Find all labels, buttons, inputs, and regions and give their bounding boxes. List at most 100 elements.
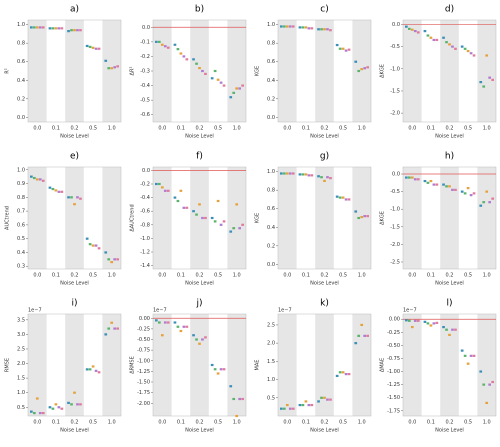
y-tick-label: 1.0 <box>17 390 25 396</box>
x-tick-label: 0.5 <box>339 126 347 132</box>
band-shade <box>477 314 496 416</box>
x-tick-label: 0.2 <box>196 420 204 426</box>
band-shade <box>440 167 459 269</box>
y-axis-label: AUCtrend <box>5 206 11 230</box>
y-tick-label: -0.5 <box>140 98 150 104</box>
y-tick-label: 0.9 <box>17 181 25 187</box>
x-tick-label: 0.2 <box>446 126 454 132</box>
x-tick-label: 0.1 <box>177 420 185 426</box>
y-tick-label: 3.0 <box>17 332 25 338</box>
band-shade <box>190 20 209 122</box>
y-tick-label: -0.6 <box>140 112 150 118</box>
band-shade <box>477 167 496 269</box>
x-tick-label: 0.2 <box>446 273 454 279</box>
panel-label: k) <box>320 299 329 309</box>
y-tick-label: 0.00 <box>139 316 150 322</box>
x-axis-label: Noise Level <box>60 281 89 287</box>
y-tick-label: 0.2 <box>267 96 275 102</box>
x-tick-label: 0.1 <box>427 126 435 132</box>
x-tick-label: 0.0 <box>158 420 166 426</box>
y-tick-label: -0.1 <box>140 39 150 45</box>
y-tick-label: -2.0 <box>390 111 400 117</box>
y-axis-label: KGE <box>255 213 261 223</box>
y-tick-label: -1.2 <box>140 250 150 256</box>
band-shade <box>102 314 121 416</box>
x-tick-label: 0.5 <box>339 273 347 279</box>
x-tick-label: 1.0 <box>358 126 366 132</box>
band-shade <box>190 167 209 269</box>
x-tick-label: 0.1 <box>302 420 310 426</box>
y-tick-label: 0.0 <box>17 115 25 121</box>
y-tick-label: 1.0 <box>267 22 275 28</box>
panel-label: g) <box>320 152 329 162</box>
offset-text: 1e−7 <box>153 308 167 314</box>
panel-label: h) <box>445 152 454 162</box>
x-tick-label: 0.5 <box>464 273 472 279</box>
y-tick-label: 1.0 <box>17 22 25 28</box>
band-shade <box>65 20 84 122</box>
y-tick-label: 0.0 <box>392 22 400 28</box>
plot-frame <box>277 19 372 123</box>
y-tick-label: -0.6 <box>140 209 150 215</box>
y-tick-label: 0.5 <box>17 236 25 242</box>
y-tick-label: 0.4 <box>17 250 25 256</box>
x-tick-label: 0.0 <box>283 420 291 426</box>
y-tick-label: -0.50 <box>137 337 150 343</box>
panel-label: i) <box>71 299 77 309</box>
x-tick-label: 0.5 <box>214 273 222 279</box>
panel-label: l) <box>446 299 452 309</box>
x-tick-label: 0.0 <box>33 420 41 426</box>
band-shade <box>153 314 172 416</box>
y-tick-label: -1.50 <box>387 395 400 401</box>
y-tick-label: 0.4 <box>267 78 275 84</box>
x-tick-label: 0.2 <box>321 420 329 426</box>
y-tick-label: -1.0 <box>140 236 150 242</box>
band-shade <box>477 20 496 122</box>
plot-frame <box>27 166 122 270</box>
offset-text: 1e−7 <box>278 308 292 314</box>
offset-text: 1e−7 <box>403 308 417 314</box>
x-tick-label: 1.0 <box>108 273 116 279</box>
x-tick-label: 0.0 <box>408 273 416 279</box>
band-shade <box>102 20 121 122</box>
plot-frame <box>402 313 497 417</box>
y-axis-label: ΔMAE <box>380 358 386 372</box>
x-tick-label: 0.5 <box>214 420 222 426</box>
x-tick-label: 1.0 <box>483 126 491 132</box>
x-tick-label: 0.0 <box>158 273 166 279</box>
y-tick-label: 1.0 <box>267 169 275 175</box>
x-tick-label: 0.5 <box>464 126 472 132</box>
x-axis-label: Noise Level <box>435 281 464 287</box>
x-axis-label: Noise Level <box>310 134 339 140</box>
y-tick-label: -1.75 <box>137 390 150 396</box>
x-tick-label: 0.5 <box>89 273 97 279</box>
plot-frame <box>27 313 122 417</box>
band-shade <box>352 20 371 122</box>
y-tick-label: 0.4 <box>267 225 275 231</box>
x-tick-label: 0.2 <box>196 126 204 132</box>
y-tick-label: -1.0 <box>390 66 400 72</box>
band-shade <box>190 314 209 416</box>
x-axis-label: Noise Level <box>435 134 464 140</box>
y-tick-label: -1.25 <box>387 382 400 388</box>
x-axis-label: Noise Level <box>185 281 214 287</box>
y-tick-label: -1.50 <box>137 380 150 386</box>
y-tick-label: -0.4 <box>140 83 150 89</box>
y-tick-label: 0.8 <box>267 188 275 194</box>
band-shade <box>315 314 334 416</box>
band-shade <box>65 167 84 269</box>
band-shade <box>278 20 297 122</box>
plot-frame <box>152 166 247 270</box>
x-tick-label: 1.0 <box>483 420 491 426</box>
y-tick-label: -1.00 <box>137 358 150 364</box>
y-tick-label: -0.4 <box>140 195 150 201</box>
y-tick-label: 0.8 <box>17 41 25 47</box>
y-tick-label: 0.0 <box>142 168 150 174</box>
x-tick-label: 0.1 <box>177 126 185 132</box>
band-shade <box>65 314 84 416</box>
y-axis-label: ΔKGE <box>380 64 386 78</box>
band-shade <box>403 20 422 122</box>
band-shade <box>102 167 121 269</box>
y-tick-label: 1.0 <box>267 377 275 383</box>
band-shade <box>403 314 422 416</box>
